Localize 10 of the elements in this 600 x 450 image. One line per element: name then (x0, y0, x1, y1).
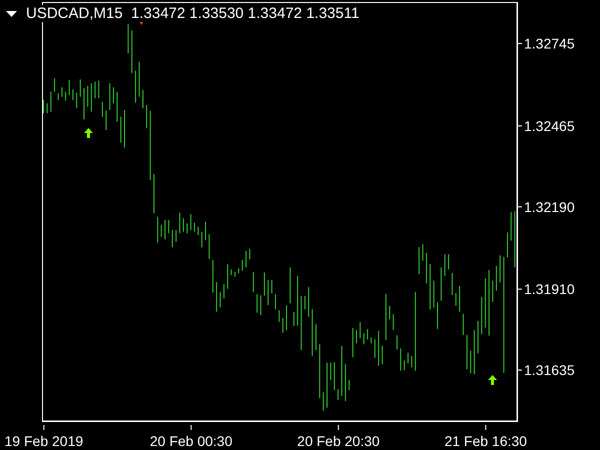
y-tick-label: 1.32190 (524, 198, 575, 215)
x-tick-label: 19 Feb 2019 (4, 433, 84, 449)
x-tick-label: 20 Feb 20:30 (297, 433, 380, 449)
y-tick-label: 1.32465 (524, 118, 575, 134)
x-tick-label: 20 Feb 00:30 (150, 433, 233, 449)
y-tick-label: 1.31910 (524, 281, 575, 298)
x-tick-label: 21 Feb 16:30 (444, 433, 528, 449)
y-tick-label: 1.32745 (524, 35, 575, 52)
chart-title: USDCAD,M15 1.33472 1.33530 1.33472 1.33511 (26, 5, 360, 22)
y-tick-label: 1.31635 (524, 362, 575, 378)
